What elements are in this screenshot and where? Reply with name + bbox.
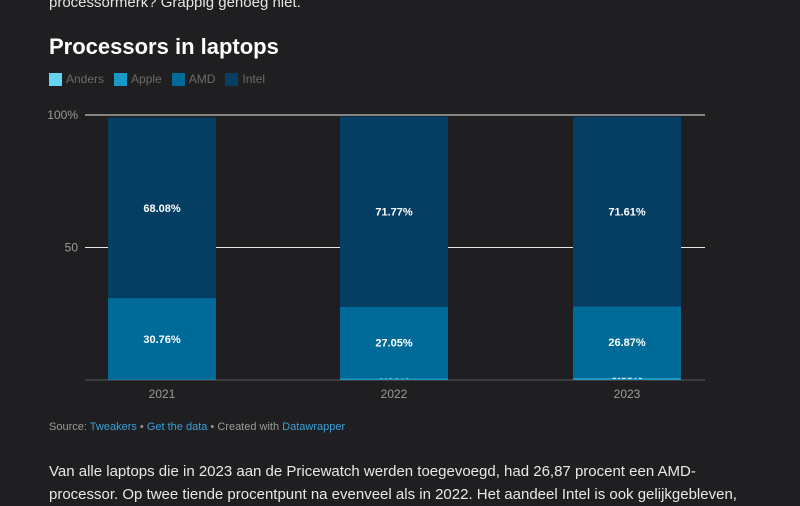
stacked-bar-chart: 50100%0.16%30.76%68.08%20210.58%27.05%71… bbox=[0, 100, 800, 405]
legend-item-amd: AMD bbox=[172, 72, 216, 86]
legend-label-apple: Apple bbox=[131, 72, 162, 86]
legend-item-intel: Intel bbox=[225, 72, 265, 86]
data-label-intel-2021: 68.08% bbox=[143, 203, 181, 215]
legend-label-anders: Anders bbox=[66, 72, 104, 86]
get-data-link[interactable]: Get the data bbox=[147, 421, 208, 433]
legend-swatch-amd bbox=[172, 73, 185, 86]
legend-swatch-intel bbox=[225, 73, 238, 86]
created-with-text: • Created with bbox=[207, 421, 282, 433]
legend-label-intel: Intel bbox=[242, 72, 265, 86]
data-label-amd-2023: 26.87% bbox=[608, 337, 646, 349]
x-tick-label-2022: 2022 bbox=[381, 387, 408, 401]
data-label-intel-2023: 71.61% bbox=[608, 207, 646, 219]
x-tick-label-2023: 2023 bbox=[614, 387, 641, 401]
chart-title: Processors in laptops bbox=[49, 34, 279, 60]
x-tick-label-2021: 2021 bbox=[149, 387, 176, 401]
datawrapper-link[interactable]: Datawrapper bbox=[282, 421, 345, 433]
source-link-tweakers[interactable]: Tweakers bbox=[90, 421, 137, 433]
article-body-text: Van alle laptops die in 2023 aan de Pric… bbox=[49, 460, 739, 506]
y-tick-label-1: 100% bbox=[47, 108, 78, 122]
legend-swatch-apple bbox=[114, 73, 127, 86]
legend-label-amd: AMD bbox=[189, 72, 216, 86]
legend-item-apple: Apple bbox=[114, 72, 162, 86]
data-label-amd-2021: 30.76% bbox=[143, 334, 181, 346]
legend-swatch-anders bbox=[49, 73, 62, 86]
source-separator: • bbox=[137, 421, 147, 433]
intro-text: processormerk? Grappig genoeg niet. bbox=[49, 0, 301, 11]
y-tick-label-0: 50 bbox=[65, 241, 79, 255]
legend-item-anders: Anders bbox=[49, 72, 104, 86]
chart-source: Source: Tweakers • Get the data • Create… bbox=[49, 421, 345, 433]
data-label-intel-2022: 71.77% bbox=[375, 207, 413, 219]
source-prefix: Source: bbox=[49, 421, 90, 433]
data-label-amd-2022: 27.05% bbox=[375, 338, 413, 350]
chart-legend: Anders Apple AMD Intel bbox=[49, 72, 265, 86]
